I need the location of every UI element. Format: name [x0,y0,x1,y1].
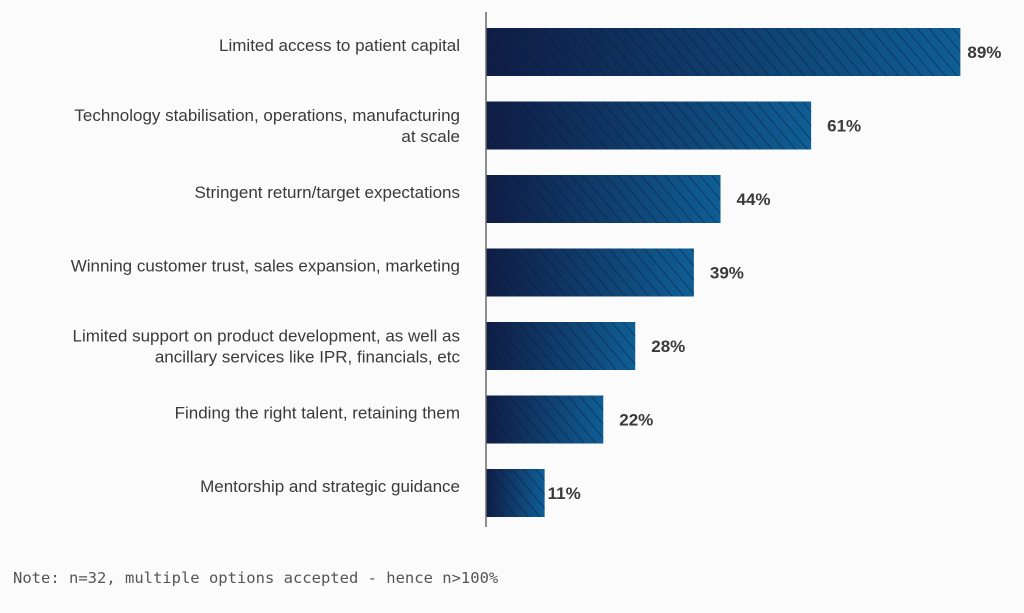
value-label: 22% [619,411,653,430]
category-label: ancillary services like IPR, financials,… [155,348,461,367]
bar-hatch-1 [486,28,961,76]
bar-hatch-5 [486,322,636,370]
bar-hatch-2 [486,101,812,150]
value-labels: 89% 61% 44% 39% 28% 22% 11% [548,43,1002,503]
category-label: Stringent return/target expectations [194,183,460,202]
category-labels: Limited access to patient capital Technol… [71,36,461,496]
bars-group [486,28,961,517]
value-label: 89% [967,43,1001,62]
bar-hatch-3 [486,175,721,223]
bar-hatch-6 [486,395,604,444]
value-label: 28% [651,337,685,356]
value-label: 11% [548,484,581,503]
category-label: Limited support on product development, … [73,327,460,346]
category-label: Limited access to patient capital [219,36,460,55]
bar-hatch-7 [486,469,545,517]
category-label: Technology stabilisation, operations, ma… [74,106,460,125]
category-label: Winning customer trust, sales expansion,… [71,257,460,276]
category-label: Mentorship and strategic guidance [200,477,460,496]
category-label: Finding the right talent, retaining them [175,404,460,423]
value-label: 39% [710,264,744,283]
bar-hatch-4 [486,248,694,297]
chart-note: Note: n=32, multiple options accepted - … [13,569,499,587]
category-label: at scale [401,127,460,146]
value-label: 44% [737,190,771,209]
value-label: 61% [827,117,861,136]
